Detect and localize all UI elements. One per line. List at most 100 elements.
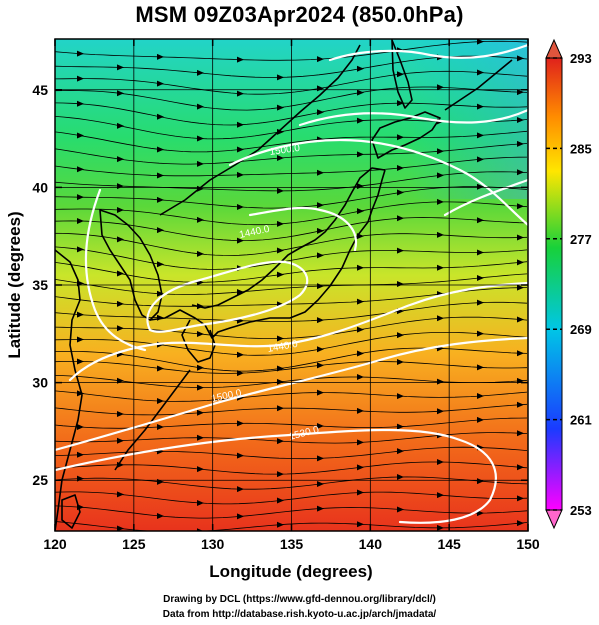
wind-arrowhead: [357, 407, 364, 414]
wind-arrowhead: [517, 203, 524, 210]
wind-arrowhead: [357, 439, 364, 446]
wind-arrowhead: [157, 261, 164, 268]
wind-arrowhead: [117, 525, 124, 531]
y-tick-label: 35: [32, 277, 48, 293]
wind-arrowhead: [157, 365, 164, 372]
wind-arrowhead: [477, 103, 484, 110]
wind-arrowhead: [317, 389, 324, 396]
wind-arrowhead: [157, 113, 164, 120]
wind-arrowhead: [157, 227, 164, 234]
wind-arrowhead: [117, 491, 124, 498]
wind-arrowhead: [77, 358, 84, 365]
x-axis-ticks: 120 125 130 135 140 145 150: [43, 39, 540, 552]
wind-arrowhead: [397, 165, 404, 172]
wind-arrowhead: [197, 160, 204, 167]
wind-arrowhead: [517, 55, 524, 62]
wind-arrowhead: [157, 423, 164, 430]
wind-arrowhead: [357, 350, 364, 357]
coastline-ryukyu: [114, 369, 191, 471]
wind-arrowhead: [477, 156, 484, 163]
wind-arrowhead: [317, 423, 324, 430]
wind-arrowhead: [477, 183, 484, 190]
wind-arrowhead: [397, 423, 404, 430]
wind-arrowhead: [157, 146, 164, 153]
wind-arrowhead: [317, 346, 324, 353]
wind-arrowhead: [437, 84, 444, 91]
wind-arrowhead: [197, 135, 204, 142]
colorbar-tick-label: 269: [570, 322, 592, 337]
x-axis-label: Longitude (degrees): [209, 562, 372, 581]
wind-arrowhead: [397, 393, 404, 400]
wind-arrowhead: [517, 430, 524, 437]
wind-arrowhead: [357, 117, 364, 124]
wind-arrowhead: [397, 448, 404, 455]
wind-arrowhead: [277, 405, 284, 412]
contour-1500-west: [84, 188, 147, 352]
wind-arrowhead: [197, 103, 204, 110]
colorbar-tick-label: 285: [570, 141, 592, 156]
y-tick-label: 30: [32, 375, 48, 391]
wind-arrowhead: [437, 378, 444, 385]
contour-label: 1440.0: [267, 339, 299, 355]
wind-arrowhead: [437, 315, 444, 322]
wind-arrowhead: [517, 259, 524, 266]
wind-arrowhead: [517, 316, 524, 323]
wind-arrowhead: [357, 151, 364, 158]
wind-arrowhead: [237, 351, 244, 358]
x-tick-label: 135: [280, 536, 304, 552]
wind-arrowhead: [277, 220, 284, 227]
wind-arrowhead: [517, 89, 524, 96]
wind-arrowhead: [277, 271, 284, 278]
coastline-russia: [159, 44, 361, 216]
wind-arrowhead: [117, 207, 124, 214]
wind-arrowhead: [477, 217, 484, 224]
wind-arrowhead: [197, 330, 204, 337]
wind-arrowhead: [237, 56, 244, 63]
wind-arrowhead: [277, 247, 284, 254]
wind-arrowhead: [357, 326, 364, 333]
wind-arrowhead: [317, 455, 324, 462]
wind-arrowhead: [277, 187, 284, 194]
wind-arrowhead: [277, 521, 284, 528]
contour-east: [443, 178, 528, 217]
wind-arrowhead: [517, 169, 524, 176]
wind-arrowhead: [317, 505, 324, 512]
wind-arrowhead: [477, 132, 484, 139]
wind-arrowhead: [117, 90, 124, 97]
wind-arrowhead: [317, 480, 324, 487]
wind-arrowhead: [477, 299, 484, 306]
wind-arrowhead: [157, 80, 164, 87]
contour-1410: [298, 108, 528, 127]
wind-arrowhead: [117, 437, 124, 444]
wind-arrowhead: [77, 132, 84, 139]
footer-credit-drawing: Drawing by DCL (https://www.gfd-dennou.o…: [163, 594, 436, 605]
wind-arrowhead: [117, 64, 124, 71]
wind-arrowhead: [237, 121, 244, 128]
wind-arrowhead: [477, 249, 484, 256]
coastline-sakhalin: [391, 39, 413, 109]
wind-arrowhead: [237, 90, 244, 97]
wind-arrowhead: [237, 146, 244, 153]
contour-1530: [55, 428, 497, 524]
wind-arrowhead: [237, 203, 244, 210]
wind-arrowhead: [517, 140, 524, 147]
colorbar-tick-label: 253: [570, 503, 592, 518]
wind-arrowhead: [477, 393, 484, 400]
colorbar-top-arrow: [545, 38, 563, 59]
wind-arrowhead: [357, 521, 364, 528]
x-tick-label: 150: [516, 536, 540, 552]
coastline-taiwan: [61, 494, 81, 529]
wind-arrowhead: [437, 172, 444, 179]
wind-arrowhead: [117, 300, 124, 307]
wind-arrowhead: [317, 227, 324, 234]
wind-arrowhead: [437, 492, 444, 499]
wind-arrowhead: [277, 365, 284, 372]
wind-arrowhead: [157, 196, 164, 203]
wind-arrowhead: [157, 172, 164, 179]
y-tick-label: 25: [32, 472, 48, 488]
wind-arrowhead: [237, 370, 244, 377]
wind-arrowhead: [397, 71, 404, 78]
wind-arrowhead: [517, 350, 524, 357]
coastline-kurils: [444, 59, 513, 111]
wind-arrows: [77, 39, 524, 531]
